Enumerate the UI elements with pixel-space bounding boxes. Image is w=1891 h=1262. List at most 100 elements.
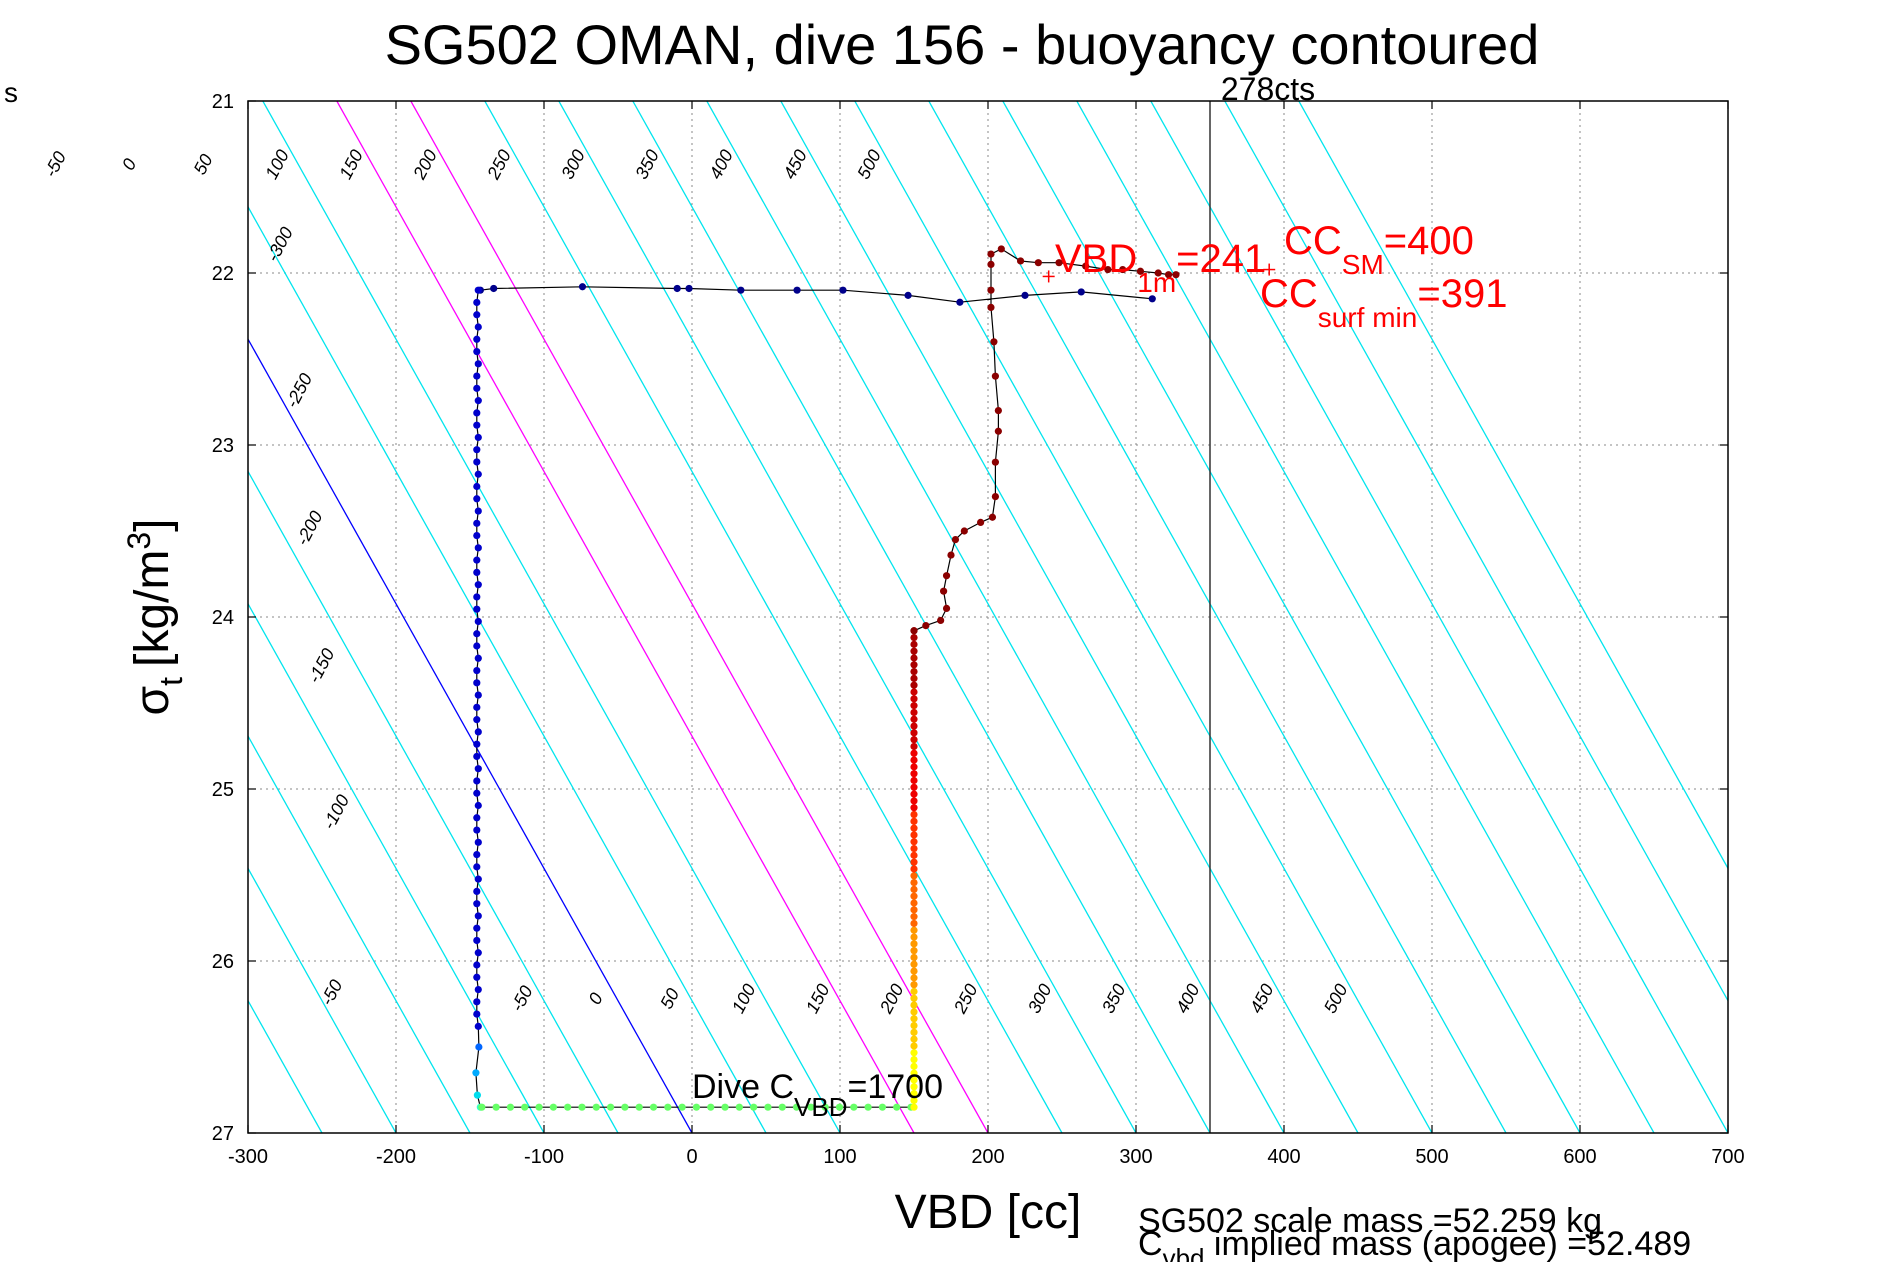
svg-text:CCSM=400: CCSM=400 <box>1284 219 1474 280</box>
contour-label-top: 350 <box>631 146 663 182</box>
contour-label-bottom: 250 <box>949 981 981 1018</box>
dive-point <box>473 347 481 356</box>
dive-point <box>578 283 587 291</box>
dive-point <box>951 536 960 544</box>
dive-point <box>910 647 918 655</box>
dive-point <box>910 804 918 812</box>
dive-point <box>474 617 482 626</box>
chart-title: SG502 OMAN, dive 156 - buoyancy contoure… <box>385 13 1540 76</box>
dive-point <box>910 885 918 893</box>
dive-point <box>473 998 481 1006</box>
dive-point <box>473 519 481 527</box>
dive-point <box>473 716 481 724</box>
dive-point <box>474 581 482 589</box>
dive-point <box>473 1091 481 1099</box>
contour-label-top: 0 <box>118 155 140 173</box>
dive-point <box>893 1103 901 1111</box>
dive-point <box>947 551 955 559</box>
x-tick-label: -200 <box>376 1146 416 1168</box>
contour-line <box>1298 101 1728 870</box>
dive-point <box>910 1001 918 1009</box>
contour-label-left: -100 <box>319 791 354 832</box>
y-axis-label-sup: 3 <box>121 532 157 550</box>
dive-point <box>473 789 481 797</box>
dive-point <box>473 850 481 859</box>
dive-point <box>960 527 968 535</box>
dive-point <box>910 1083 918 1091</box>
dive-point <box>473 593 481 601</box>
dive-point <box>922 622 930 630</box>
dive-point <box>910 1076 918 1084</box>
dive-point <box>474 728 482 736</box>
dive-point <box>473 409 481 417</box>
dive-point <box>1021 291 1029 299</box>
dive-point <box>549 1103 557 1111</box>
dive-point <box>474 949 482 957</box>
dive-point <box>678 1103 686 1111</box>
dive-point <box>621 1103 629 1111</box>
dive-point <box>473 642 481 650</box>
dive-point <box>474 912 482 920</box>
contour-label-top: -50 <box>40 148 70 180</box>
dive-point <box>910 1049 918 1057</box>
dive-point <box>473 924 481 932</box>
dive-point <box>910 933 918 941</box>
dive-point <box>607 1103 615 1111</box>
dive-point <box>910 756 918 764</box>
contour-label-bottom: 500 <box>1320 981 1352 1017</box>
annotation-dive-cvbd: Dive CVBD=1700 <box>692 1068 943 1122</box>
dive-point <box>778 1103 786 1111</box>
dive-point <box>474 875 482 883</box>
dive-point <box>475 1043 483 1051</box>
contour-label-top: 200 <box>409 146 441 183</box>
dive-point <box>910 838 918 846</box>
dive-point <box>1104 265 1112 274</box>
dive-point <box>910 899 918 907</box>
y-tick-label: 22 <box>212 263 234 285</box>
dive-point <box>910 974 918 982</box>
dive-point <box>910 947 918 955</box>
dive-point <box>474 544 482 552</box>
x-tick-label: -100 <box>524 1146 564 1168</box>
implied-mass-text: Cvbd implied mass (apogee) =52.489 <box>1138 1225 1691 1262</box>
x-tick-label: -300 <box>228 1146 268 1168</box>
y-axis-label-main: σ <box>126 686 179 716</box>
dive-point <box>910 1103 918 1111</box>
dive-point <box>707 1103 715 1111</box>
dive-point <box>942 604 951 613</box>
dive-point <box>910 817 918 825</box>
dive-point <box>1136 267 1145 275</box>
svg-text:Cvbd implied mass (apogee) =52: Cvbd implied mass (apogee) =52.489 <box>1138 1225 1691 1262</box>
dive-point <box>910 770 918 778</box>
dive-point <box>473 863 481 871</box>
dive-point <box>910 967 918 975</box>
dive-point <box>635 1103 643 1111</box>
dive-point <box>473 961 481 969</box>
svg-text:Dive CVBD=1700: Dive CVBD=1700 <box>692 1068 943 1122</box>
dive-point <box>910 865 918 873</box>
dive-point <box>1034 259 1042 267</box>
y-tick-label: 26 <box>212 951 234 973</box>
dive-point <box>994 427 1002 435</box>
dive-point <box>910 708 918 717</box>
dive-point <box>910 1008 918 1016</box>
dive-point <box>473 826 481 834</box>
dive-point <box>792 1103 801 1111</box>
dive-point <box>864 1103 872 1111</box>
contour-line <box>1150 101 1728 1133</box>
dive-point <box>910 872 918 880</box>
dive-point <box>1016 257 1025 265</box>
contour-label-bottom: 450 <box>1246 981 1278 1017</box>
dive-point <box>994 407 1002 415</box>
contour-label-top: 50 <box>190 151 217 178</box>
contour-line <box>248 867 397 1133</box>
dive-point <box>1148 295 1156 303</box>
dive-point <box>910 654 918 662</box>
x-tick-label: 200 <box>971 1146 1004 1168</box>
dive-point <box>764 1103 772 1111</box>
dive-point <box>506 1103 515 1111</box>
dive-point <box>910 987 918 996</box>
dive-point <box>991 372 1000 380</box>
x-tick-label: 700 <box>1711 1146 1744 1168</box>
dive-point <box>473 777 481 785</box>
